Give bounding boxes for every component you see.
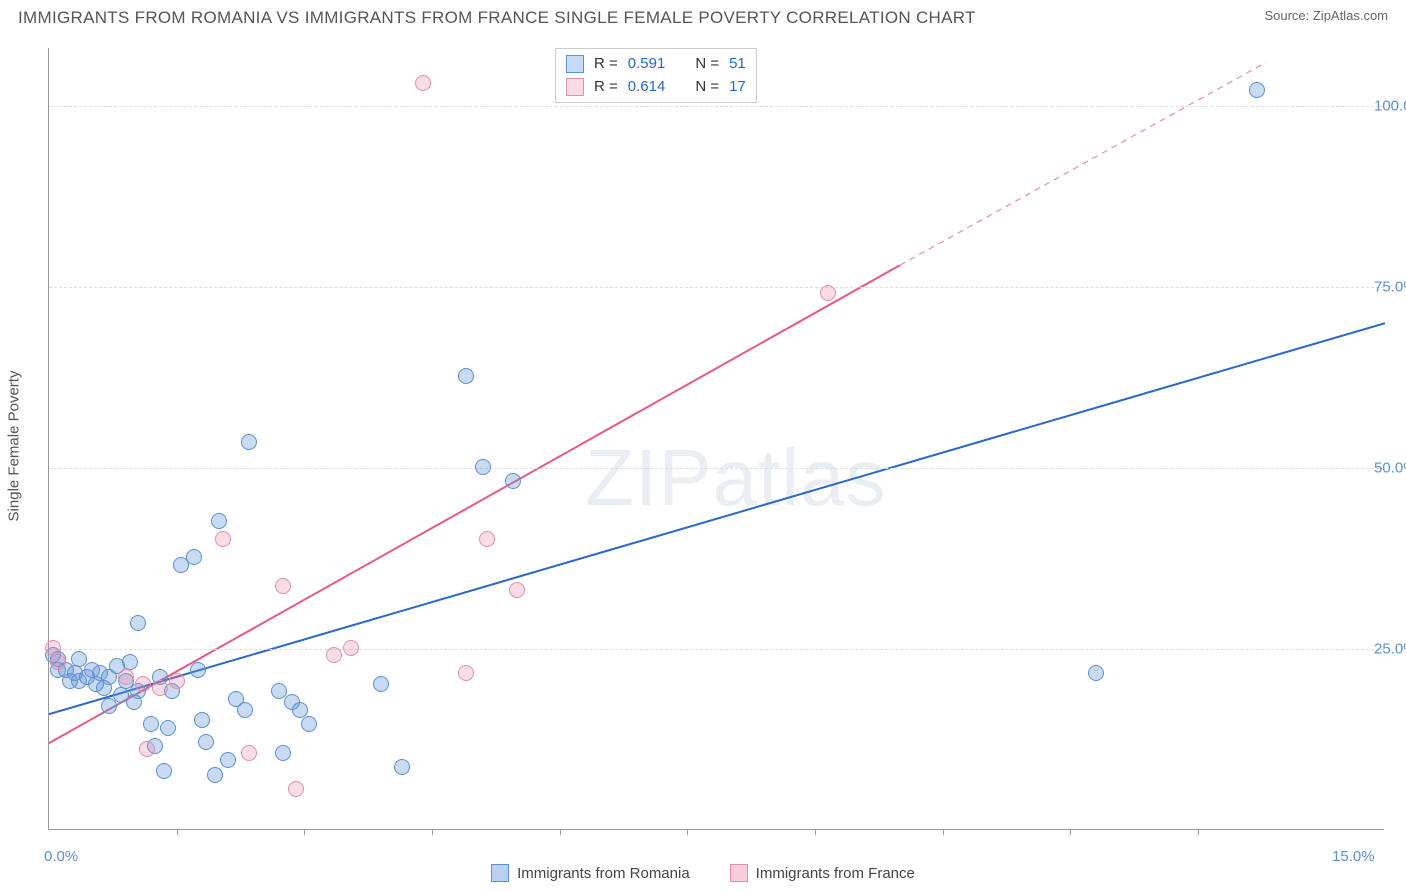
legend-row: R = 0.591N = 51 — [566, 53, 746, 76]
data-point — [1088, 665, 1104, 681]
data-point — [143, 716, 159, 732]
x-tick — [687, 829, 688, 835]
y-tick-label: 25.0% — [1374, 640, 1406, 657]
chart-title: IMMIGRANTS FROM ROMANIA VS IMMIGRANTS FR… — [18, 8, 976, 28]
data-point — [343, 640, 359, 656]
y-tick-label: 100.0% — [1374, 97, 1406, 114]
data-point — [152, 680, 168, 696]
source-label: Source: ZipAtlas.com — [1264, 8, 1388, 23]
data-point — [373, 676, 389, 692]
x-tick — [1198, 829, 1199, 835]
data-point — [458, 368, 474, 384]
data-point — [415, 75, 431, 91]
legend-item: Immigrants from Romania — [491, 864, 690, 882]
data-point — [241, 434, 257, 450]
data-point — [130, 615, 146, 631]
data-point — [505, 473, 521, 489]
data-point — [101, 698, 117, 714]
y-axis-title: Single Female Poverty — [6, 371, 23, 522]
legend-item: Immigrants from France — [730, 864, 915, 882]
x-tick — [815, 829, 816, 835]
data-point — [326, 647, 342, 663]
data-point — [186, 549, 202, 565]
x-axis-max-label: 15.0% — [1332, 848, 1375, 865]
plot-area: ZIPatlas 25.0%50.0%75.0%100.0% — [48, 48, 1384, 830]
data-point — [292, 702, 308, 718]
correlation-legend: R = 0.591N = 51R = 0.614N = 17 — [555, 48, 757, 103]
data-point — [820, 285, 836, 301]
x-tick — [432, 829, 433, 835]
data-point — [215, 531, 231, 547]
data-point — [198, 734, 214, 750]
x-tick — [177, 829, 178, 835]
data-point — [211, 513, 227, 529]
gridline — [49, 649, 1384, 650]
data-point — [275, 745, 291, 761]
data-point — [479, 531, 495, 547]
x-tick — [304, 829, 305, 835]
data-point — [475, 459, 491, 475]
data-point — [169, 673, 185, 689]
legend-row: R = 0.614N = 17 — [566, 76, 746, 99]
data-point — [190, 662, 206, 678]
data-point — [394, 759, 410, 775]
data-point — [139, 741, 155, 757]
x-axis-min-label: 0.0% — [44, 848, 78, 865]
data-point — [458, 665, 474, 681]
x-tick — [1070, 829, 1071, 835]
data-point — [45, 640, 61, 656]
data-point — [1249, 82, 1265, 98]
data-point — [207, 767, 223, 783]
y-tick-label: 75.0% — [1374, 278, 1406, 295]
data-point — [220, 752, 236, 768]
data-point — [194, 712, 210, 728]
data-point — [118, 669, 134, 685]
x-tick — [560, 829, 561, 835]
data-point — [237, 702, 253, 718]
data-point — [509, 582, 525, 598]
series-legend: Immigrants from Romania Immigrants from F… — [0, 864, 1406, 886]
gridline — [49, 468, 1384, 469]
data-point — [301, 716, 317, 732]
gridline — [49, 287, 1384, 288]
data-point — [288, 781, 304, 797]
data-point — [275, 578, 291, 594]
data-point — [50, 654, 66, 670]
data-point — [156, 763, 172, 779]
data-point — [160, 720, 176, 736]
data-point — [241, 745, 257, 761]
gridline — [49, 106, 1384, 107]
x-tick — [943, 829, 944, 835]
data-point — [135, 676, 151, 692]
y-tick-label: 50.0% — [1374, 459, 1406, 476]
